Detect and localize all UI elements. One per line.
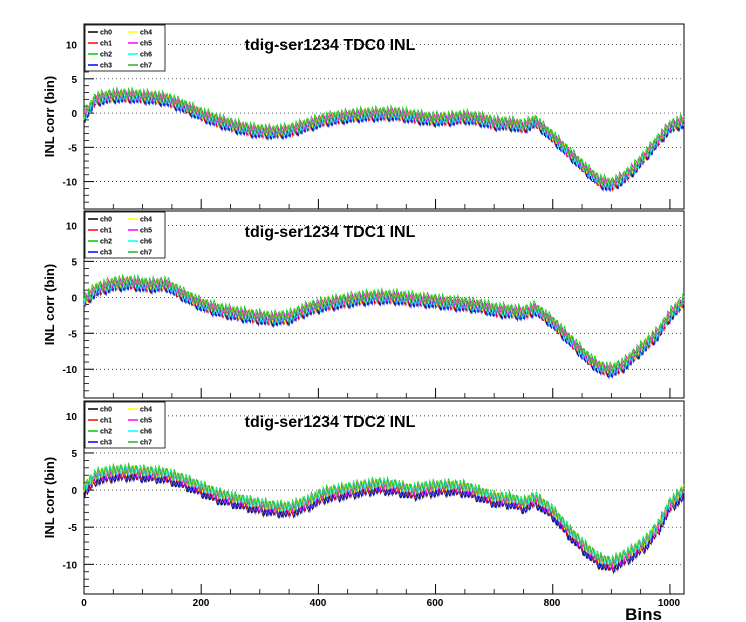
y-tick-label: 5 [71, 75, 77, 86]
x-axis-label: Bins [625, 605, 662, 622]
legend-label: ch4 [140, 30, 152, 37]
panel-title: tdig-ser1234 TDC1 INL [245, 224, 416, 241]
y-tick-label: 5 [71, 257, 77, 268]
x-tick-label: 400 [310, 598, 327, 609]
legend-label: ch3 [100, 440, 112, 447]
y-tick-label: 5 [71, 449, 77, 460]
x-tick-label: 600 [427, 598, 444, 609]
y-tick-label: -10 [63, 560, 78, 571]
legend-label: ch7 [140, 440, 152, 447]
chart-panel: -10 -5 0 5 10 tdig-ser1234 TDC1 INL INL corr (… [42, 210, 685, 399]
legend-label: ch0 [100, 217, 112, 224]
legend-label: ch5 [140, 228, 152, 235]
y-axis-label: INL corr (bin) [42, 76, 57, 157]
y-tick-label: 10 [66, 221, 78, 232]
legend-label: ch2 [100, 429, 112, 436]
y-tick-label: -10 [63, 178, 78, 189]
legend-label: ch4 [140, 407, 152, 414]
legend-label: ch6 [140, 52, 152, 59]
x-tick-label: 200 [193, 598, 210, 609]
legend-label: ch6 [140, 429, 152, 436]
plot-frame [83, 400, 685, 595]
legend-label: ch0 [100, 30, 112, 37]
legend-label: ch5 [140, 418, 152, 425]
y-tick-label: -5 [68, 143, 77, 154]
legend-label: ch6 [140, 239, 152, 246]
panel-title: tdig-ser1234 TDC0 INL [245, 37, 416, 54]
legend-label: ch7 [140, 250, 152, 257]
chart-panel: -10 -5 0 5 10 tdig-ser1234 TDC2 INL INL corr (… [42, 400, 685, 595]
legend: ch0 ch1 ch2 ch3 ch4 ch5 ch6 ch7 [84, 24, 166, 72]
legend-label: ch2 [100, 239, 112, 246]
legend-label: ch5 [140, 41, 152, 48]
legend-box [84, 401, 166, 449]
legend-label: ch4 [140, 217, 152, 224]
legend-label: ch3 [100, 63, 112, 70]
y-tick-label: 10 [66, 412, 78, 423]
panel-title: tdig-ser1234 TDC2 INL [245, 414, 416, 431]
y-axis-label: INL corr (bin) [42, 264, 57, 345]
series-line [83, 463, 685, 567]
legend-label: ch1 [100, 418, 112, 425]
legend-label: ch1 [100, 228, 112, 235]
chart-panels: -10 -5 0 5 10 tdig-ser1234 TDC0 INL INL corr (… [42, 23, 685, 595]
legend-label: ch2 [100, 52, 112, 59]
legend-label: ch1 [100, 41, 112, 48]
y-tick-label: -5 [68, 523, 77, 534]
y-tick-label: 0 [71, 293, 77, 304]
legend-label: ch7 [140, 63, 152, 70]
y-tick-label: 0 [71, 109, 77, 120]
x-tick-label: 0 [81, 598, 87, 609]
legend: ch0 ch1 ch2 ch3 ch4 ch5 ch6 ch7 [84, 401, 166, 449]
legend-box [84, 24, 166, 72]
legend-box [84, 211, 166, 259]
x-tick-label: 800 [544, 598, 561, 609]
x-tick-labels: 0 200 400 600 800 1000 [81, 598, 680, 609]
legend: ch0 ch1 ch2 ch3 ch4 ch5 ch6 ch7 [84, 211, 166, 259]
y-tick-label: 10 [66, 41, 78, 52]
y-tick-label: -10 [63, 365, 78, 376]
y-axis-label: INL corr (bin) [42, 457, 57, 538]
series-line [83, 274, 685, 374]
x-tick-label: 1000 [658, 598, 681, 609]
y-tick-label: 0 [71, 486, 77, 497]
series-line [83, 88, 685, 188]
legend-label: ch0 [100, 407, 112, 414]
y-tick-label: -5 [68, 329, 77, 340]
chart-panel: -10 -5 0 5 10 tdig-ser1234 TDC0 INL INL corr (… [42, 23, 685, 210]
legend-label: ch3 [100, 250, 112, 257]
